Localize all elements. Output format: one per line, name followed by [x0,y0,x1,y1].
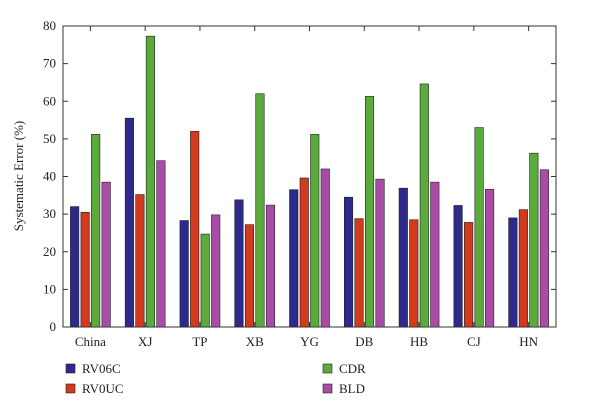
legend-label-cdr: CDR [339,361,366,376]
bar-rv06c-cj [453,205,463,328]
bar-rv06c-tp [179,220,189,328]
bar-rv06c-db [343,196,354,328]
bar-cdr-hb [419,83,429,328]
legend: RV06C RV0UC CDR BLD [65,361,366,396]
y-tick-label: 0 [50,319,57,334]
bar-cdr-xj [145,35,155,328]
y-tick-label: 10 [43,281,56,296]
y-tick-label: 20 [43,244,56,259]
bar-bld-hb [430,181,440,328]
bar-rv0uc-tp [190,131,200,328]
bar-cdr-cj [474,127,484,328]
bar-cdr-db [364,96,375,328]
x-tick-label: TP [192,334,207,349]
y-tick-label: 70 [43,56,56,71]
legend-swatch-bld [322,383,333,394]
bar-rv0uc-xj [135,194,145,328]
bar-rv06c-china [70,206,80,328]
bar-bld-china [101,181,111,328]
x-tick-label: China [75,334,106,349]
bar-cdr-china [91,134,101,328]
bar-rv0uc-hn [518,209,528,328]
bar-rv0uc-xb [244,224,255,328]
y-tick-label: 80 [43,18,56,33]
bar-cdr-xb [255,93,265,328]
y-tick-label: 30 [43,206,56,221]
bar-bld-tp [211,214,221,328]
bar-bld-yg [320,168,330,328]
y-tick-label: 50 [43,131,56,146]
x-tick-label: HN [519,334,538,349]
x-tick-label: YG [300,334,319,349]
legend-swatch-cdr [322,363,333,374]
bar-rv0uc-china [80,211,90,328]
y-tick-label: 60 [43,93,56,108]
legend-label-rv0uc: RV0UC [82,381,124,396]
bar-rv0uc-cj [464,222,474,328]
y-axis-title: Systematic Error (%) [11,121,26,231]
y-axis: 0 10 20 30 40 50 60 70 80 [43,18,556,334]
bar-rv06c-hn [508,217,518,328]
bars-group [70,35,549,328]
y-tick-label: 40 [43,169,56,184]
bar-rv0uc-yg [299,177,309,328]
x-tick-label: CJ [467,334,481,349]
bar-rv06c-xb [234,199,244,328]
bar-rv06c-hb [398,187,408,328]
legend-label-bld: BLD [339,381,365,396]
legend-swatch-rv06c [65,363,76,374]
x-tick-label: XB [246,334,264,349]
bar-cdr-tp [200,233,210,328]
bar-bld-xb [265,204,276,328]
x-tick-label: DB [355,334,373,349]
bar-rv06c-xj [124,117,134,328]
legend-swatch-rv0uc [65,383,76,394]
x-tick-label: HB [410,334,428,349]
x-axis: China XJ TP XB YG DB HB CJ HN [75,26,539,349]
bar-cdr-yg [310,134,320,328]
bar-bld-cj [485,188,495,328]
bar-rv0uc-hb [409,219,419,328]
bar-rv0uc-db [354,218,364,328]
bar-bld-hn [539,169,549,328]
legend-label-rv06c: RV06C [82,361,121,376]
x-tick-label: XJ [138,334,152,349]
bar-bld-db [375,178,385,328]
bar-rv06c-yg [289,189,299,328]
bar-cdr-hn [529,152,539,328]
bar-bld-xj [156,160,166,328]
